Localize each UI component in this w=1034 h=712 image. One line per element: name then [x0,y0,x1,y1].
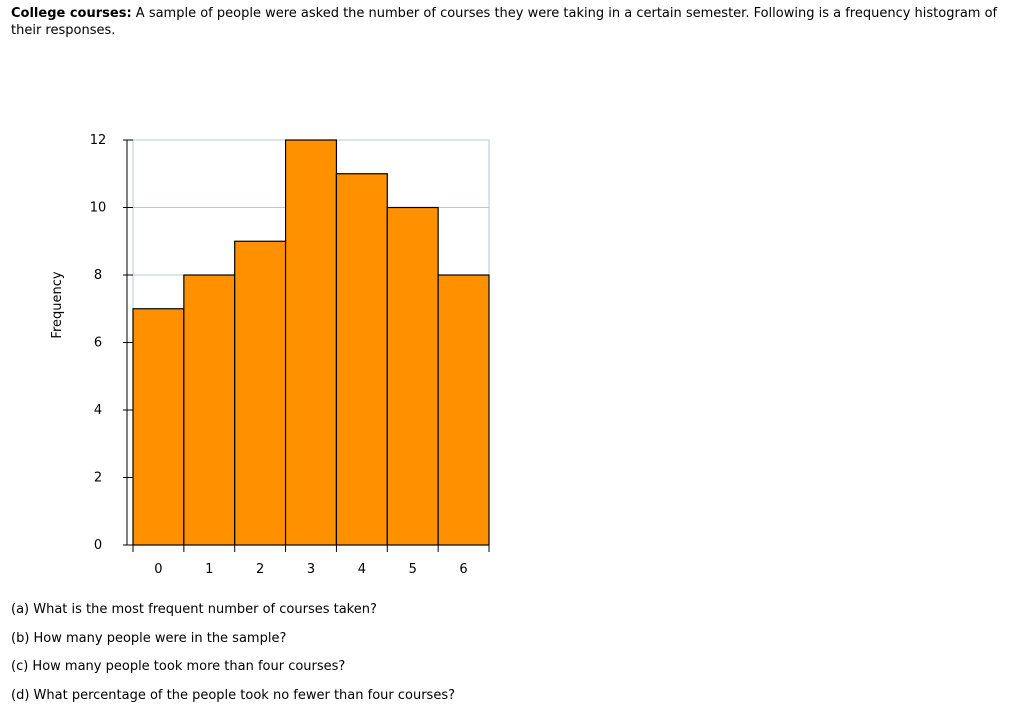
problem-title: College courses: [11,6,132,21]
question-b: (b) How many people were in the sample? [11,631,287,646]
chart-axes [123,139,490,552]
x-tick-label-0: 0 [154,562,162,577]
bar-1 [183,274,236,546]
bar-2 [234,240,287,546]
x-tick-label-2: 2 [256,562,264,577]
bar-3 [284,139,338,546]
question-a: (a) What is the most frequent number of … [11,602,377,617]
x-tick-label-1: 1 [205,562,213,577]
question-d: (d) What percentage of the people took n… [11,688,456,703]
y-tick-label-1: 2 [94,471,102,486]
question-c: (c) How many people took more than four … [11,659,346,674]
y-tick-label-0: 0 [94,538,102,553]
x-tick-label-5: 5 [409,562,417,577]
y-tick-label-2: 4 [94,403,102,418]
x-tick-label-6: 6 [459,562,467,577]
x-tick-label-3: 3 [307,562,315,577]
problem-text: A sample of people were asked the number… [11,6,998,38]
bar-6 [437,274,490,546]
y-tick-label-6: 12 [90,133,107,148]
y-tick-label-3: 6 [94,336,102,351]
bar-4 [335,173,388,546]
x-tick-label-4: 4 [358,562,366,577]
bar-0 [132,308,185,546]
bar-5 [386,206,439,546]
problem-intro: College courses: A sample of people were… [11,5,1016,39]
y-tick-label-5: 10 [90,201,107,216]
histogram-bars [132,139,490,546]
y-tick-label-4: 8 [94,268,102,283]
y-axis-label: Frequency [50,271,65,338]
